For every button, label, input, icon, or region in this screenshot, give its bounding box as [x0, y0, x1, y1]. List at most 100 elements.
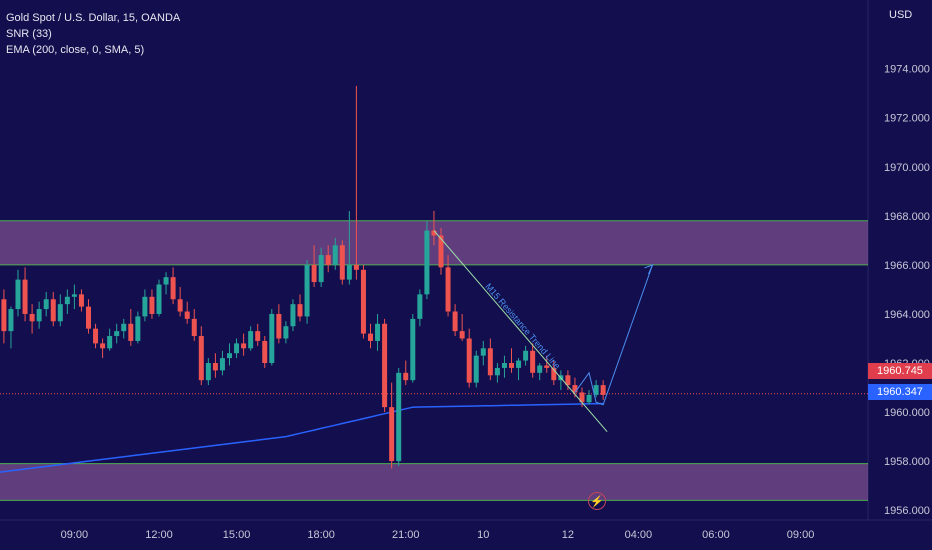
- candle-body-31: [219, 358, 225, 371]
- candle-body-38: [269, 313, 275, 364]
- candle-body-3: [22, 279, 28, 314]
- x-tick-2: 15:00: [223, 529, 251, 541]
- candle-body-27: [191, 318, 197, 337]
- currency-label[interactable]: USD: [889, 9, 913, 21]
- candle-body-30: [212, 363, 218, 371]
- candle-body-71: [501, 363, 507, 368]
- candle-body-63: [445, 267, 451, 312]
- candle-body-21: [149, 296, 155, 314]
- candle-body-45: [318, 255, 324, 283]
- candle-body-40: [283, 326, 289, 339]
- x-tick-6: 12: [562, 529, 574, 541]
- candle-body-32: [227, 353, 232, 359]
- candlesticks: [1, 85, 606, 469]
- candle-body-51: [360, 269, 366, 334]
- candle-body-47: [332, 245, 338, 265]
- candle-body-50: [353, 264, 359, 270]
- candle-body-54: [382, 323, 388, 408]
- candle-body-83: [586, 394, 592, 403]
- candle-body-55: [389, 407, 395, 462]
- candle-body-37: [262, 340, 268, 364]
- candle-body-70: [494, 367, 500, 376]
- x-tick-8: 06:00: [702, 529, 730, 541]
- candle-body-72: [509, 363, 514, 368]
- y-tick-1: 1958.000: [884, 456, 930, 468]
- candle-body-4: [29, 313, 35, 322]
- projection-path: [574, 264, 653, 406]
- candle-body-69: [487, 348, 493, 376]
- candle-body-59: [417, 294, 423, 319]
- candle-body-73: [516, 360, 522, 368]
- candle-body-29: [205, 363, 211, 381]
- lightning-bolt-icon[interactable]: ⚡: [588, 492, 606, 510]
- candle-body-49: [346, 264, 352, 280]
- symbol-title[interactable]: Gold Spot / U.S. Dollar, 15, OANDA: [6, 12, 181, 24]
- x-tick-9: 09:00: [787, 529, 815, 541]
- x-tick-0: 09:00: [61, 529, 89, 541]
- candle-body-75: [530, 350, 536, 373]
- candle-body-67: [473, 355, 479, 383]
- candle-body-1: [8, 309, 14, 332]
- candle-body-12: [86, 306, 91, 329]
- candle-body-82: [579, 392, 585, 403]
- zone-1: [0, 463, 868, 501]
- candle-body-17: [121, 323, 127, 332]
- candle-body-68: [480, 348, 486, 356]
- y-tick-7: 1970.000: [884, 162, 930, 174]
- candle-body-85: [600, 385, 606, 395]
- candle-body-26: [184, 311, 190, 319]
- candle-body-76: [537, 365, 543, 373]
- candle-body-28: [198, 336, 204, 381]
- candle-body-20: [142, 296, 148, 317]
- x-tick-1: 12:00: [145, 529, 173, 541]
- candle-body-2: [15, 279, 21, 310]
- x-tick-3: 18:00: [307, 529, 335, 541]
- snr-zones: [0, 220, 868, 501]
- candle-body-58: [410, 318, 416, 381]
- candle-body-66: [466, 338, 472, 383]
- candle-body-42: [297, 304, 303, 317]
- candle-body-84: [593, 385, 599, 395]
- y-tick-9: 1974.000: [884, 64, 930, 76]
- candle-body-15: [107, 336, 113, 349]
- candle-body-48: [339, 245, 345, 280]
- candle-body-52: [368, 333, 373, 341]
- candle-body-25: [177, 299, 183, 312]
- chart-legend: Gold Spot / U.S. Dollar, 15, OANDA SNR (…: [6, 10, 180, 58]
- candle-body-16: [114, 331, 120, 337]
- price-axis: 1956.0001958.0001960.0001962.0001964.000…: [884, 64, 930, 518]
- candle-body-57: [403, 372, 409, 381]
- candle-body-22: [156, 284, 162, 314]
- candle-body-74: [523, 350, 529, 361]
- projection-arrowhead: [644, 264, 654, 275]
- candle-body-11: [78, 294, 84, 307]
- y-tick-0: 1956.000: [884, 505, 930, 517]
- candle-body-13: [93, 328, 99, 344]
- ema-price-tag: 1960.347: [868, 384, 932, 400]
- candle-body-7: [50, 299, 56, 322]
- candle-body-36: [255, 331, 261, 341]
- candle-body-46: [325, 255, 331, 265]
- ema-line: [0, 402, 604, 473]
- x-tick-7: 04:00: [625, 529, 653, 541]
- resistance-trend-line: [433, 230, 608, 433]
- candle-body-19: [135, 316, 141, 341]
- x-tick-5: 10: [477, 529, 489, 541]
- candle-body-78: [551, 367, 557, 381]
- candle-body-60: [424, 230, 430, 295]
- candle-body-14: [100, 343, 106, 349]
- candle-body-18: [128, 323, 134, 341]
- candle-body-39: [276, 313, 282, 339]
- candle-body-23: [163, 277, 169, 285]
- y-tick-5: 1966.000: [884, 260, 930, 272]
- candle-body-77: [544, 365, 550, 368]
- indicator-snr[interactable]: SNR (33): [6, 28, 52, 40]
- candle-body-8: [57, 304, 63, 322]
- indicator-ema[interactable]: EMA (200, close, 0, SMA, 5): [6, 44, 145, 56]
- candle-body-43: [304, 264, 310, 317]
- candle-body-33: [234, 343, 240, 354]
- candle-body-9: [64, 296, 70, 305]
- time-axis: 09:00 12:00 15:00 18:00 21:00 10 12 04:00 06:00 0…: [61, 529, 815, 541]
- candle-body-6: [43, 299, 49, 310]
